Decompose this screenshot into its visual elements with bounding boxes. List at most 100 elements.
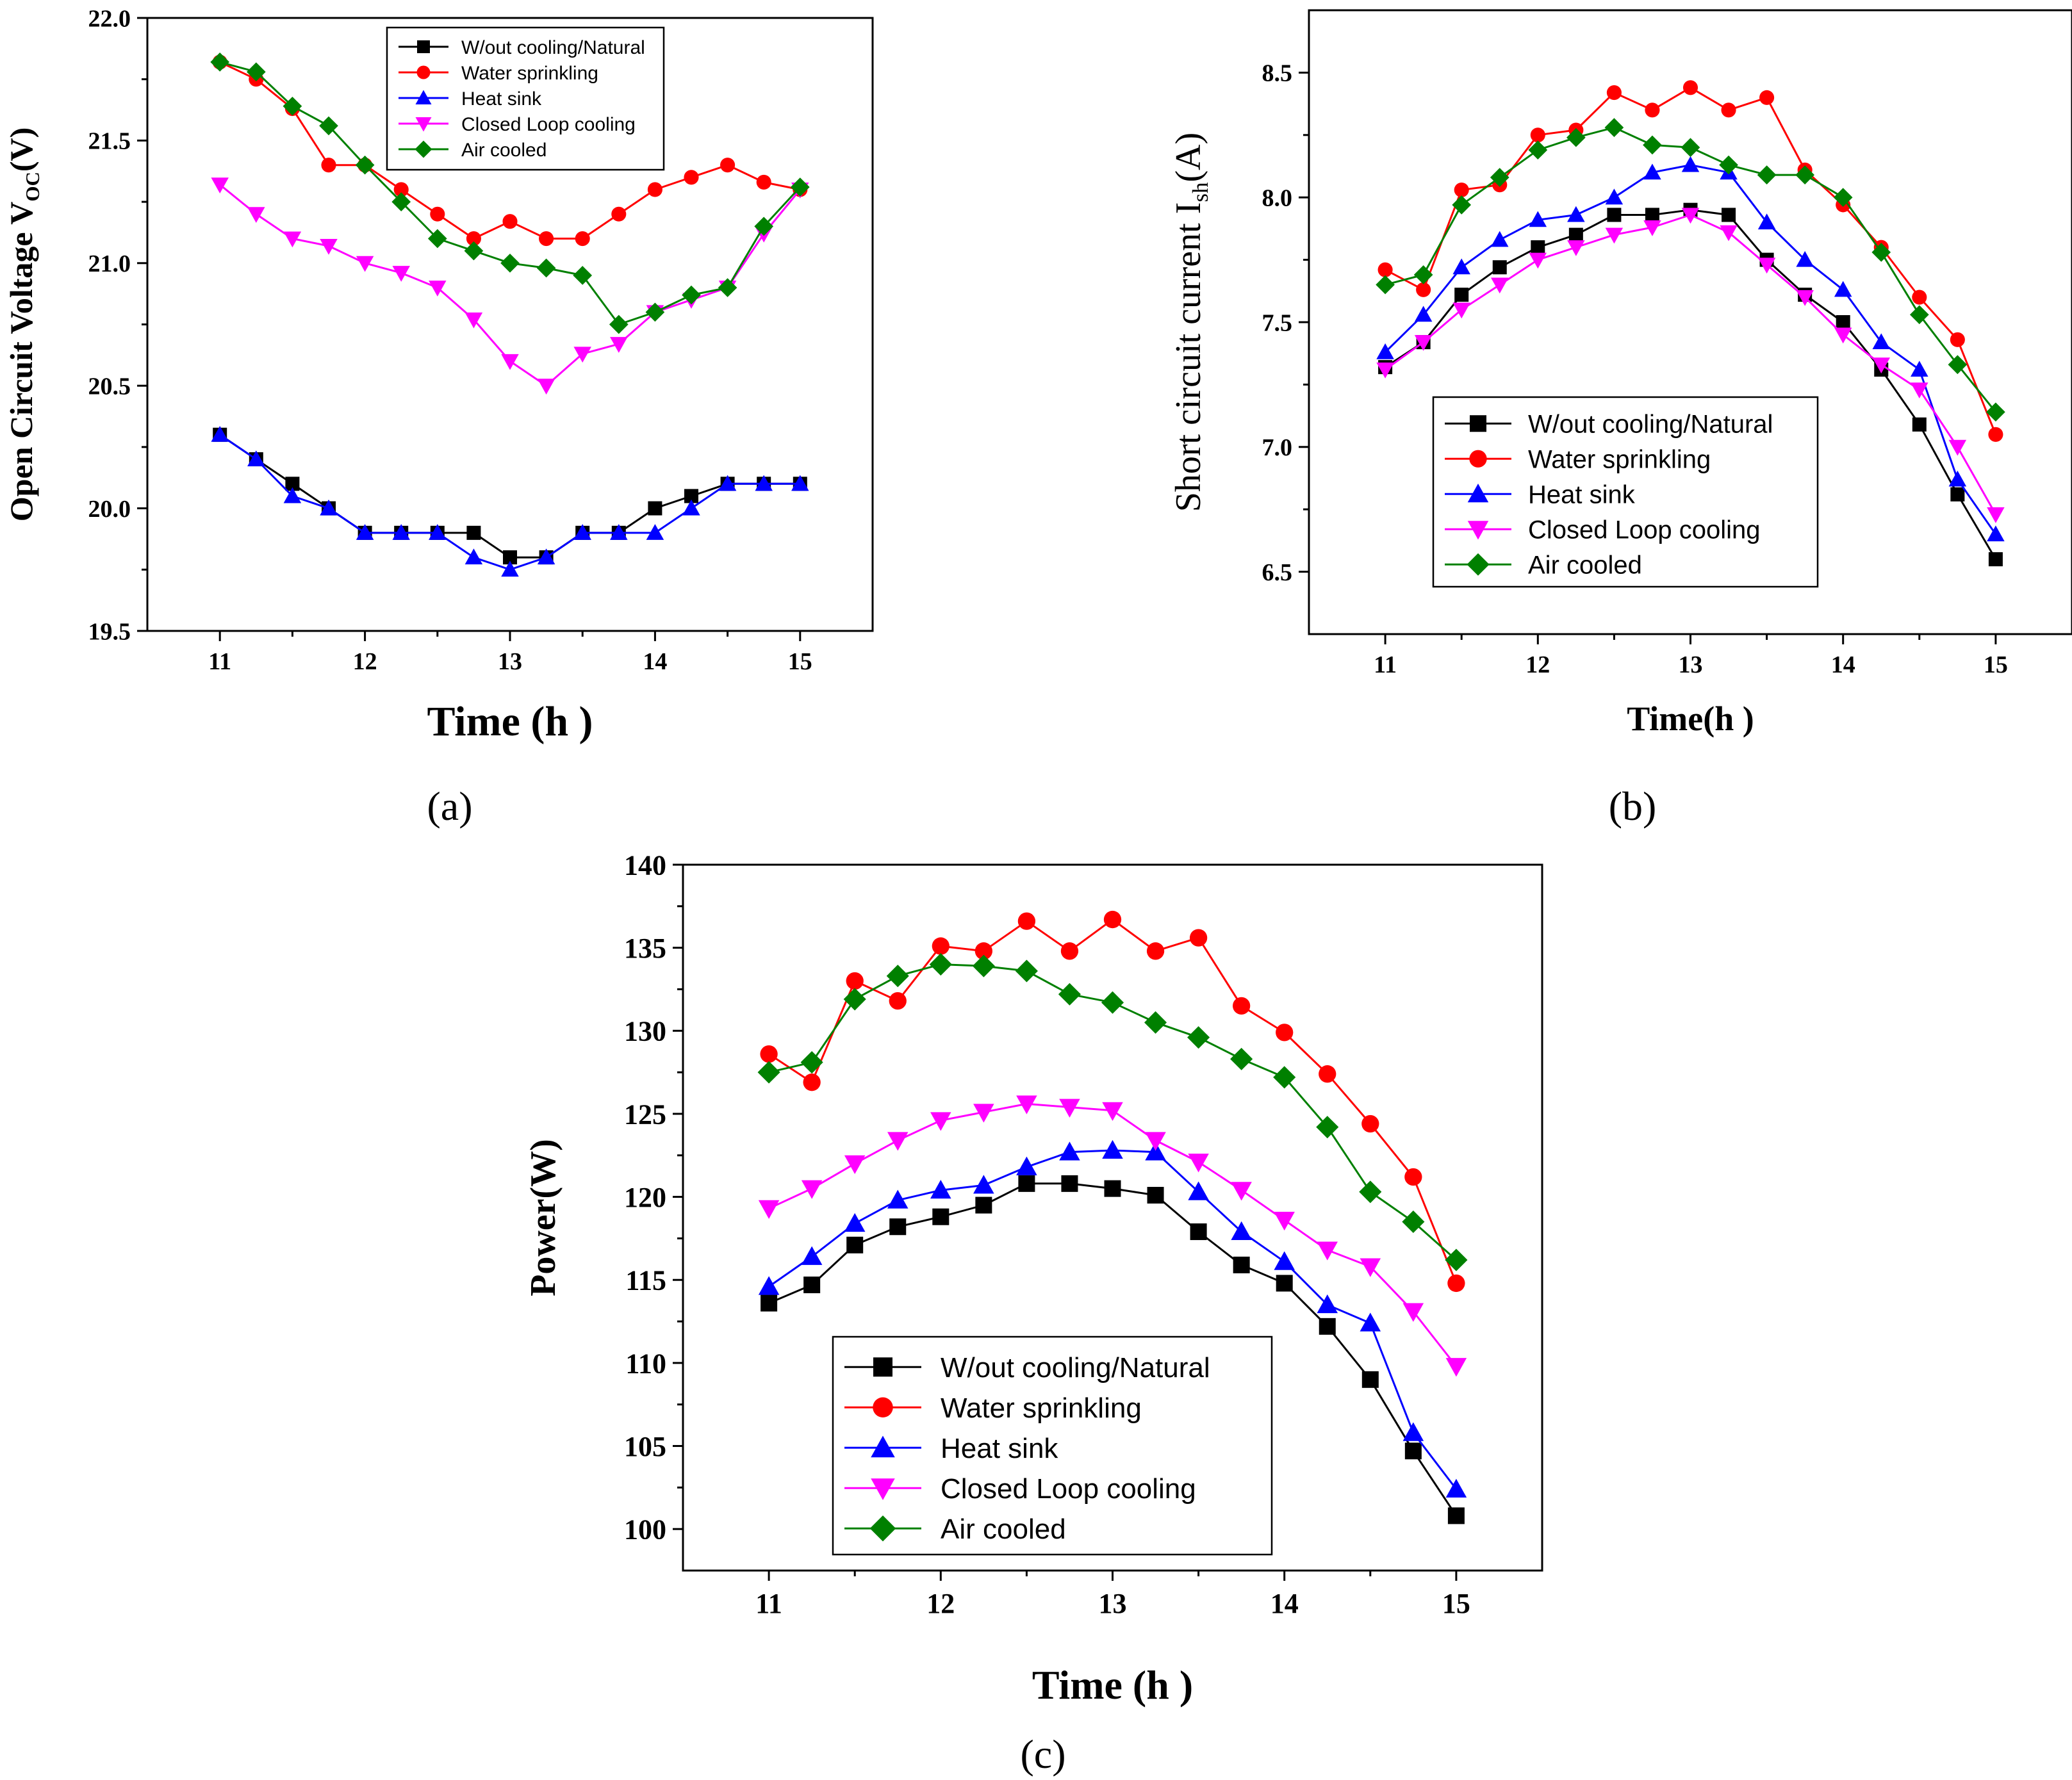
data-point — [355, 155, 375, 175]
data-point — [283, 487, 302, 503]
data-point — [1233, 997, 1251, 1015]
data-point — [1445, 1248, 1468, 1271]
y-tick-label: 19.5 — [88, 618, 131, 645]
data-point — [1721, 102, 1736, 118]
x-tick-label: 14 — [1270, 1588, 1299, 1619]
x-tick-label: 11 — [208, 648, 231, 675]
data-point — [972, 954, 995, 977]
legend-box — [832, 1335, 1273, 1556]
y-axis-label-subscript: sh — [1188, 182, 1213, 202]
data-point — [1376, 363, 1394, 379]
data-point — [647, 182, 662, 197]
panel-caption: (b) — [1609, 783, 1657, 829]
data-point — [1452, 195, 1472, 215]
data-point — [1567, 240, 1585, 256]
data-point — [1404, 1442, 1422, 1460]
data-point — [1146, 942, 1165, 960]
data-point — [1529, 252, 1547, 269]
data-point — [801, 1180, 823, 1199]
y-tick-label: 7.5 — [1262, 309, 1293, 336]
data-point — [760, 1045, 778, 1063]
data-point — [1836, 315, 1850, 329]
data-point — [1359, 1180, 1382, 1204]
data-point — [1018, 1175, 1035, 1192]
y-tick-label: 22.0 — [88, 5, 131, 32]
data-point — [1230, 1047, 1253, 1070]
y-axis-label-subscript: OC — [21, 172, 44, 202]
data-point — [1101, 991, 1124, 1014]
data-point — [887, 1189, 909, 1209]
x-tick-label: 13 — [498, 648, 522, 675]
chart-panel-a: 11 12 13 14 15 19.5 20.0 20.5 21.0 21.5 22.0 Time (… — [3, 5, 874, 829]
data-point — [803, 1277, 821, 1294]
data-point — [285, 477, 300, 491]
data-point — [1376, 343, 1394, 359]
data-point — [1452, 258, 1470, 275]
data-point — [1145, 1132, 1166, 1151]
data-point — [1530, 127, 1545, 143]
data-point — [1645, 208, 1659, 222]
legend-entry: Water sprinkling — [461, 63, 598, 84]
data-point — [1988, 552, 2003, 567]
legend-marker — [869, 1515, 896, 1542]
data-point — [1454, 182, 1469, 198]
data-point — [1454, 288, 1469, 302]
data-point — [429, 281, 447, 297]
data-point — [846, 1236, 864, 1253]
data-point — [1016, 1156, 1037, 1175]
data-point — [1016, 1095, 1037, 1115]
x-tick-label: 15 — [1442, 1588, 1470, 1619]
data-point — [1911, 361, 1928, 377]
data-point — [718, 278, 737, 297]
data-point — [610, 524, 628, 540]
data-point — [1566, 127, 1586, 147]
data-point — [1643, 135, 1662, 155]
legend-entry: Air cooled — [1528, 551, 1642, 580]
data-point — [321, 158, 336, 173]
data-point — [1604, 118, 1624, 137]
data-point — [211, 177, 229, 194]
data-point — [1102, 1139, 1123, 1159]
data-point — [801, 1246, 823, 1265]
data-point — [1491, 231, 1509, 247]
data-point — [1445, 1358, 1467, 1377]
data-point — [800, 1051, 823, 1074]
data-point — [843, 988, 866, 1011]
data-point — [1274, 1211, 1295, 1231]
data-point — [1361, 1371, 1379, 1388]
y-tick-label: 8.0 — [1262, 185, 1293, 212]
data-point — [1317, 1241, 1338, 1261]
data-point — [1796, 290, 1814, 306]
data-point — [393, 182, 409, 197]
data-point — [1404, 1168, 1422, 1186]
data-point — [1447, 1507, 1465, 1524]
data-point — [320, 239, 338, 255]
data-point — [1414, 306, 1433, 322]
y-tick-label: 125 — [624, 1098, 666, 1130]
legend-entry: W/out cooling/Natural — [461, 37, 645, 58]
data-point — [356, 256, 374, 272]
data-point — [210, 53, 230, 72]
x-tick-label: 12 — [1525, 651, 1550, 678]
data-point — [1274, 1251, 1295, 1270]
data-point — [392, 266, 410, 282]
data-point — [889, 1218, 907, 1236]
data-point — [1147, 1186, 1164, 1204]
data-point — [758, 1200, 780, 1219]
data-point — [1319, 1065, 1336, 1083]
data-point — [1948, 439, 1967, 456]
data-point — [1871, 243, 1891, 262]
data-point — [1606, 85, 1622, 101]
data-point — [1015, 959, 1038, 983]
data-point — [1190, 1223, 1207, 1241]
data-point — [755, 475, 773, 491]
data-point — [1681, 208, 1700, 224]
data-point — [1950, 487, 1965, 502]
data-point — [932, 937, 950, 955]
data-point — [1490, 168, 1509, 187]
data-point — [1607, 208, 1622, 222]
data-point — [1061, 1175, 1078, 1192]
data-point — [1605, 227, 1624, 244]
legend-marker — [871, 1478, 895, 1500]
